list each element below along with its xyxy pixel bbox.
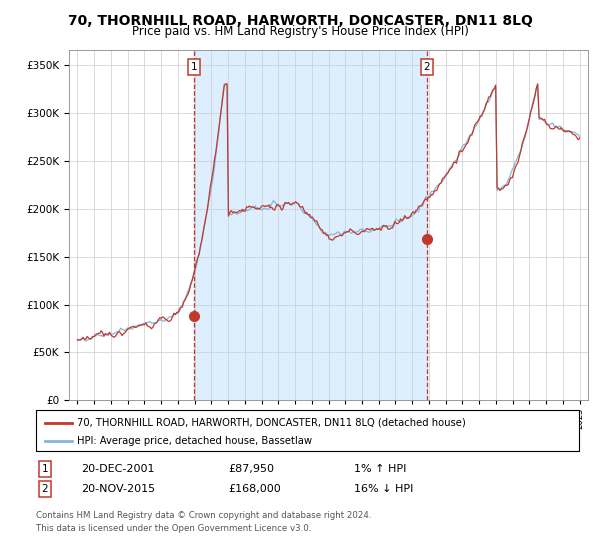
Text: 1: 1 [41,464,49,474]
Bar [194,50,427,400]
Text: 70, THORNHILL ROAD, HARWORTH, DONCASTER, DN11 8LQ (detached house): 70, THORNHILL ROAD, HARWORTH, DONCASTER,… [77,418,466,428]
Text: £87,950: £87,950 [228,464,274,474]
Text: 16% ↓ HPI: 16% ↓ HPI [354,484,413,494]
Text: 2: 2 [424,62,430,72]
Text: Price paid vs. HM Land Registry's House Price Index (HPI): Price paid vs. HM Land Registry's House … [131,25,469,38]
Text: This data is licensed under the Open Government Licence v3.0.: This data is licensed under the Open Gov… [36,524,311,533]
Text: Contains HM Land Registry data © Crown copyright and database right 2024.: Contains HM Land Registry data © Crown c… [36,511,371,520]
Text: 1: 1 [191,62,197,72]
Text: HPI: Average price, detached house, Bassetlaw: HPI: Average price, detached house, Bass… [77,436,312,446]
Text: 20-NOV-2015: 20-NOV-2015 [81,484,155,494]
Text: 1% ↑ HPI: 1% ↑ HPI [354,464,406,474]
Text: 20-DEC-2001: 20-DEC-2001 [81,464,155,474]
Text: 70, THORNHILL ROAD, HARWORTH, DONCASTER, DN11 8LQ: 70, THORNHILL ROAD, HARWORTH, DONCASTER,… [68,14,532,28]
Text: 2: 2 [41,484,49,494]
Text: £168,000: £168,000 [228,484,281,494]
